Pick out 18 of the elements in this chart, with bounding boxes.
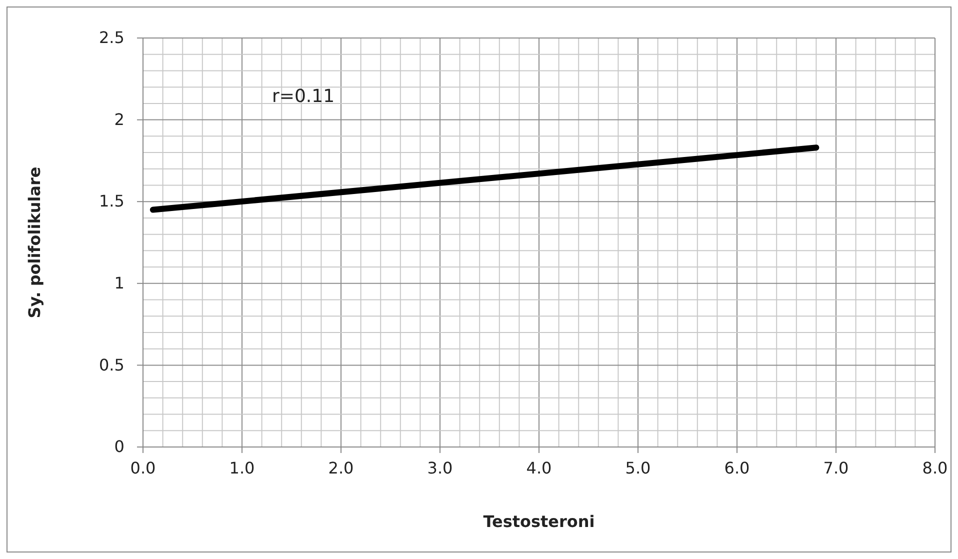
- x-tick-label: 7.0: [823, 458, 849, 478]
- y-axis-title: Sy. polifolikulare: [25, 166, 44, 318]
- x-tick-label: 0.0: [130, 458, 156, 478]
- y-tick-label: 2.5: [98, 28, 124, 48]
- x-axis-title: Testosteroni: [483, 512, 595, 531]
- x-tick-label: 2.0: [328, 458, 354, 478]
- y-tick-label: 1: [114, 274, 124, 293]
- y-tick-label: 0.5: [98, 355, 124, 374]
- x-tick-label: 4.0: [526, 458, 552, 478]
- annotation: r=0.11: [272, 86, 335, 107]
- y-tick-label: 1.5: [98, 192, 124, 211]
- y-tick-label: 2: [114, 110, 124, 129]
- x-tick-label: 1.0: [229, 458, 255, 478]
- x-tick-label: 3.0: [427, 458, 453, 478]
- x-tick-label: 6.0: [724, 458, 750, 478]
- x-tick-label: 5.0: [625, 458, 651, 478]
- x-tick-label: 8.0: [922, 458, 948, 478]
- y-tick-label: 0: [114, 437, 124, 456]
